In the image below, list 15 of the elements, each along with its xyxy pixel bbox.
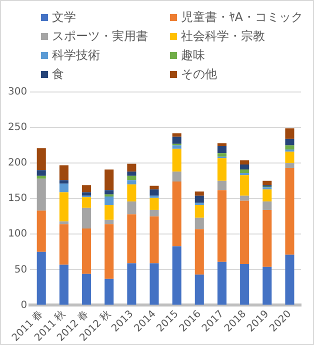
legend-label: 食	[52, 66, 64, 83]
legend-label: その他	[180, 66, 217, 83]
legend-label: 科学技術	[52, 47, 100, 64]
y-tick-label: 300	[8, 86, 28, 98]
legend-label: 社会科学・宗教	[180, 28, 265, 45]
y-tick-label: 100	[8, 228, 28, 240]
y-tick-label: 150	[8, 193, 28, 204]
y-tick-label: 50	[14, 264, 28, 276]
legend-label: 趣味	[180, 47, 205, 64]
legend-label: スポーツ・実用書	[52, 28, 148, 45]
y-tick-label: 0	[20, 300, 28, 311]
y-tick-label: 200	[8, 158, 28, 169]
legend-label: 文学	[52, 9, 76, 26]
y-tick-label: 250	[8, 122, 28, 134]
legend-label: 児童書・ﾔA・コミック	[180, 9, 303, 26]
